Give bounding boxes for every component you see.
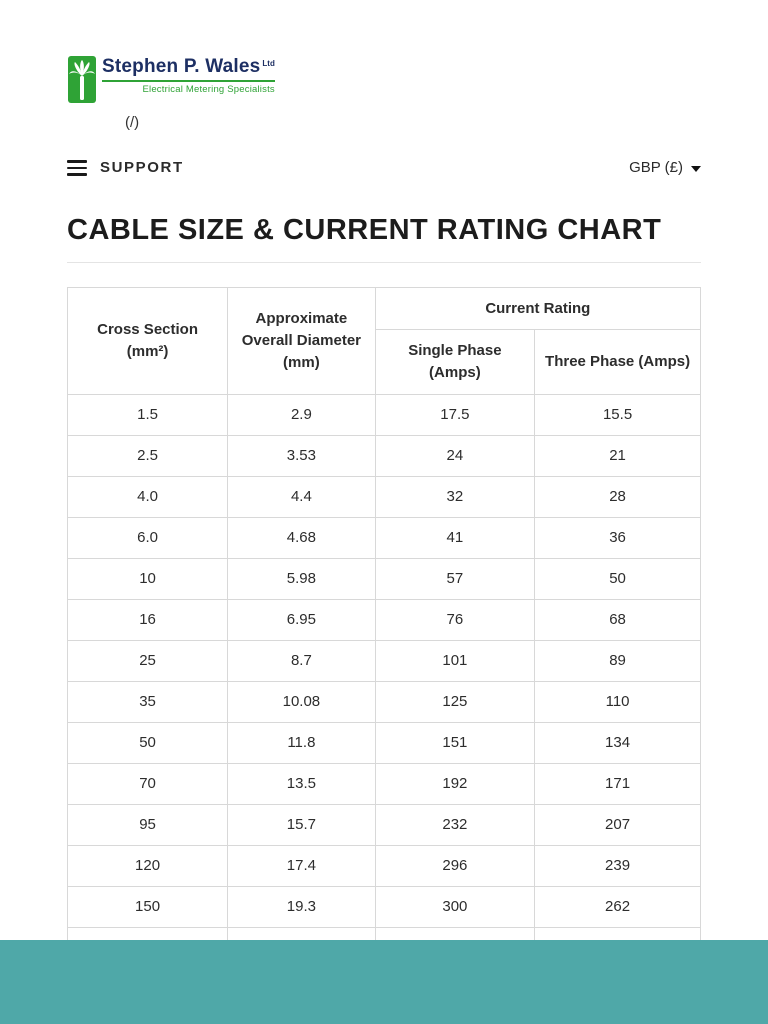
table-cell: 2.9 — [227, 393, 376, 436]
support-menu[interactable]: SUPPORT — [67, 158, 184, 178]
table-cell: 28 — [534, 475, 701, 518]
table-row: 25 8.7 101 89 — [66, 639, 701, 682]
table-cell: 50 — [66, 721, 229, 764]
table-cell: 120 — [66, 844, 229, 887]
table-cell: 70 — [66, 762, 229, 805]
table-row: 70 13.5 192 171 — [66, 762, 701, 805]
table-cell: 1.5 — [66, 393, 229, 436]
brand-tagline: Electrical Metering Specialists — [142, 84, 275, 95]
table-cell: 13.5 — [227, 762, 376, 805]
table-cell: 25 — [66, 639, 229, 682]
table-cell: 4.4 — [227, 475, 376, 518]
table-cell: 16 — [66, 598, 229, 641]
table-cell: 15.5 — [534, 393, 701, 436]
brand-text: Stephen P. Wales Ltd Electrical Metering… — [102, 56, 275, 95]
table-row: 35 10.08 125 110 — [66, 680, 701, 723]
table-cell: 95 — [66, 803, 229, 846]
header-cross-section: Cross Section (mm²) — [66, 286, 229, 395]
header-diameter: Approximate Overall Diameter (mm) — [227, 286, 376, 395]
table-cell: 232 — [374, 803, 536, 846]
table-cell: 8.7 — [227, 639, 376, 682]
table-row: 95 15.7 232 207 — [66, 803, 701, 846]
table-cell: 68 — [534, 598, 701, 641]
table-cell: 5.98 — [227, 557, 376, 600]
table-cell: 6.0 — [66, 516, 229, 559]
table-cell: 134 — [534, 721, 701, 764]
chevron-down-icon — [691, 165, 701, 172]
home-link[interactable]: (/) — [125, 114, 140, 131]
table-cell: 32 — [374, 475, 536, 518]
page: Stephen P. Wales Ltd Electrical Metering… — [66, 56, 702, 969]
table-cell: 110 — [534, 680, 701, 723]
table-row: 2.5 3.53 24 21 — [66, 434, 701, 477]
currency-selector[interactable]: GBP (£) — [629, 159, 701, 176]
table-cell: 50 — [534, 557, 701, 600]
table-cell: 207 — [534, 803, 701, 846]
palm-tree-logo-icon — [67, 56, 97, 108]
site-logo[interactable]: Stephen P. Wales Ltd Electrical Metering… — [67, 56, 275, 131]
table-row: 50 11.8 151 134 — [66, 721, 701, 764]
table-cell: 192 — [374, 762, 536, 805]
header-current-rating: Current Rating — [374, 286, 702, 331]
table-cell: 171 — [534, 762, 701, 805]
table-cell: 10.08 — [227, 680, 376, 723]
table-row: 150 19.3 300 262 — [66, 885, 701, 928]
table-row: 4.0 4.4 32 28 — [66, 475, 701, 518]
header-single-phase: Single Phase (Amps) — [374, 329, 536, 395]
table-cell: 36 — [534, 516, 701, 559]
table-cell: 296 — [374, 844, 536, 887]
table-cell: 6.95 — [227, 598, 376, 641]
table-row: 10 5.98 57 50 — [66, 557, 701, 600]
table-cell: 15.7 — [227, 803, 376, 846]
table-cell: 19.3 — [227, 885, 376, 928]
table-cell: 101 — [374, 639, 536, 682]
table-cell: 17.4 — [227, 844, 376, 887]
table-row: 1.5 2.9 17.5 15.5 — [66, 393, 701, 436]
table-cell: 125 — [374, 680, 536, 723]
table-body: 1.5 2.9 17.5 15.5 2.5 3.53 24 21 4.0 4.4 32 28 6.0 4.… — [66, 393, 701, 969]
table-cell: 262 — [534, 885, 701, 928]
table-cell: 3.53 — [227, 434, 376, 477]
brand-suffix: Ltd — [262, 59, 275, 68]
brand-name: Stephen P. Wales — [102, 56, 261, 77]
brand-rule — [102, 80, 275, 82]
table-cell: 11.8 — [227, 721, 376, 764]
table-cell: 4.68 — [227, 516, 376, 559]
table-cell: 76 — [374, 598, 536, 641]
table-row: 6.0 4.68 41 36 — [66, 516, 701, 559]
table-header: Cross Section (mm²) Approximate Overall … — [66, 286, 702, 395]
title-divider — [67, 261, 701, 263]
table-cell: 10 — [66, 557, 229, 600]
currency-label: GBP (£) — [629, 159, 683, 177]
table-cell: 24 — [374, 434, 536, 477]
table-cell: 150 — [66, 885, 229, 928]
nav-row: SUPPORT GBP (£) — [67, 158, 701, 178]
support-label: SUPPORT — [100, 159, 184, 177]
page-title: CABLE SIZE & CURRENT RATING CHART — [67, 213, 662, 246]
table-cell: 57 — [374, 557, 536, 600]
table-row: 120 17.4 296 239 — [66, 844, 701, 887]
cable-rating-table: Cross Section (mm²) Approximate Overall … — [66, 286, 702, 969]
table-cell: 300 — [374, 885, 536, 928]
table-cell: 35 — [66, 680, 229, 723]
table-cell: 21 — [534, 434, 701, 477]
table-cell: 4.0 — [66, 475, 229, 518]
table-row: 16 6.95 76 68 — [66, 598, 701, 641]
table-cell: 41 — [374, 516, 536, 559]
footer-band — [0, 940, 768, 1024]
table-cell: 2.5 — [66, 434, 229, 477]
hamburger-icon[interactable] — [67, 158, 87, 178]
table-cell: 239 — [534, 844, 701, 887]
table-cell: 89 — [534, 639, 701, 682]
logo-row[interactable]: Stephen P. Wales Ltd Electrical Metering… — [67, 56, 275, 108]
header-three-phase: Three Phase (Amps) — [534, 329, 701, 395]
table-cell: 17.5 — [374, 393, 536, 436]
table-cell: 151 — [374, 721, 536, 764]
